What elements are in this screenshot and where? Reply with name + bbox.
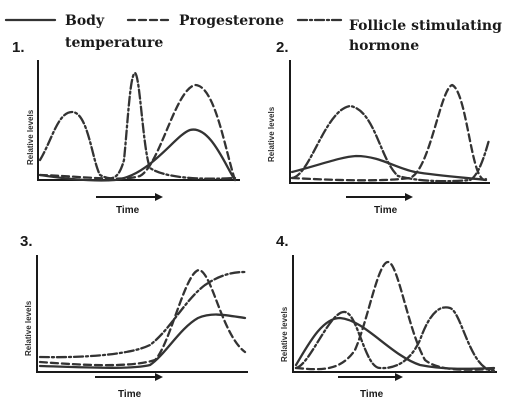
- time-arrow-head: [155, 193, 163, 201]
- progesterone-curve: [294, 260, 496, 371]
- panel-number: 1.: [12, 39, 25, 56]
- body-temperature-curve: [38, 128, 237, 182]
- y-axis-label: Relative levels: [26, 109, 35, 165]
- x-axis-label: Time: [374, 205, 398, 216]
- legend-body-temperature-line2: temperature: [65, 35, 163, 51]
- panel-number: 4.: [276, 233, 289, 250]
- body-temperature-curve: [290, 154, 488, 182]
- legend-fsh-line1: Follicle stimulating: [349, 18, 502, 34]
- progesterone-curve: [38, 83, 237, 182]
- legend-progesterone-label: Progesterone: [179, 13, 284, 29]
- progesterone-curve: [38, 268, 247, 367]
- panel-4: 4. Relative levels Time: [276, 233, 497, 400]
- axes: [289, 60, 490, 184]
- fsh-curve: [290, 104, 491, 183]
- legend-fsh-line2: hormone: [349, 38, 419, 54]
- y-axis-label: Relative levels: [267, 106, 276, 162]
- fsh-curve: [38, 71, 237, 180]
- panel-1: 1. Relative levels Time: [12, 39, 240, 216]
- legend: Body temperature Progesterone Follicle s…: [4, 13, 502, 54]
- panel-2: 2. Relative levels Time: [267, 39, 491, 216]
- body-temperature-curve: [38, 313, 247, 369]
- time-arrow-head: [405, 193, 413, 201]
- axes: [37, 60, 240, 181]
- y-axis-label: Relative levels: [24, 300, 33, 356]
- progesterone-curve: [290, 83, 490, 182]
- panel-number: 3.: [20, 233, 33, 250]
- fsh-curve: [294, 306, 496, 373]
- legend-body-temperature-line1: Body: [65, 13, 105, 29]
- fsh-curve: [38, 270, 247, 359]
- time-arrow-head: [155, 373, 163, 381]
- y-axis-label: Relative levels: [280, 306, 289, 362]
- x-axis-label: Time: [118, 389, 142, 400]
- panel-3: 3. Relative levels Time: [20, 233, 248, 400]
- x-axis-label: Time: [360, 389, 384, 400]
- x-axis-label: Time: [116, 205, 140, 216]
- panel-number: 2.: [276, 39, 289, 56]
- axes: [292, 255, 497, 373]
- axes: [36, 255, 248, 373]
- body-temperature-curve: [294, 316, 496, 370]
- time-arrow-head: [395, 373, 403, 381]
